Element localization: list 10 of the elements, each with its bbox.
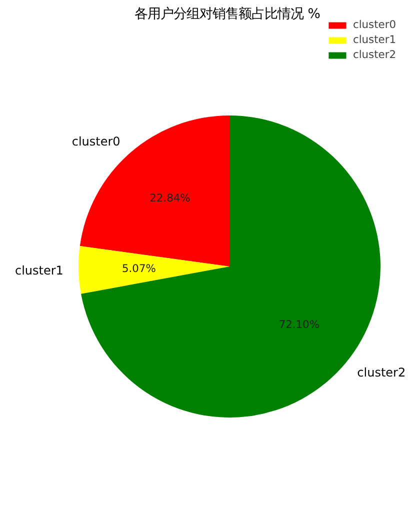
legend-label: cluster2: [352, 48, 396, 61]
legend-label: cluster1: [352, 33, 396, 46]
data-label: 5.07%: [122, 262, 156, 276]
chart-title: 各用户分组对销售额占比情况 %: [134, 7, 320, 22]
data-label: 72.10%: [278, 318, 320, 331]
slice-label: cluster2: [357, 366, 406, 380]
slice-label: cluster0: [72, 134, 120, 148]
legend-label: cluster0: [352, 18, 396, 31]
slice-label: cluster1: [15, 263, 64, 278]
data-label: 22.84%: [150, 192, 190, 205]
